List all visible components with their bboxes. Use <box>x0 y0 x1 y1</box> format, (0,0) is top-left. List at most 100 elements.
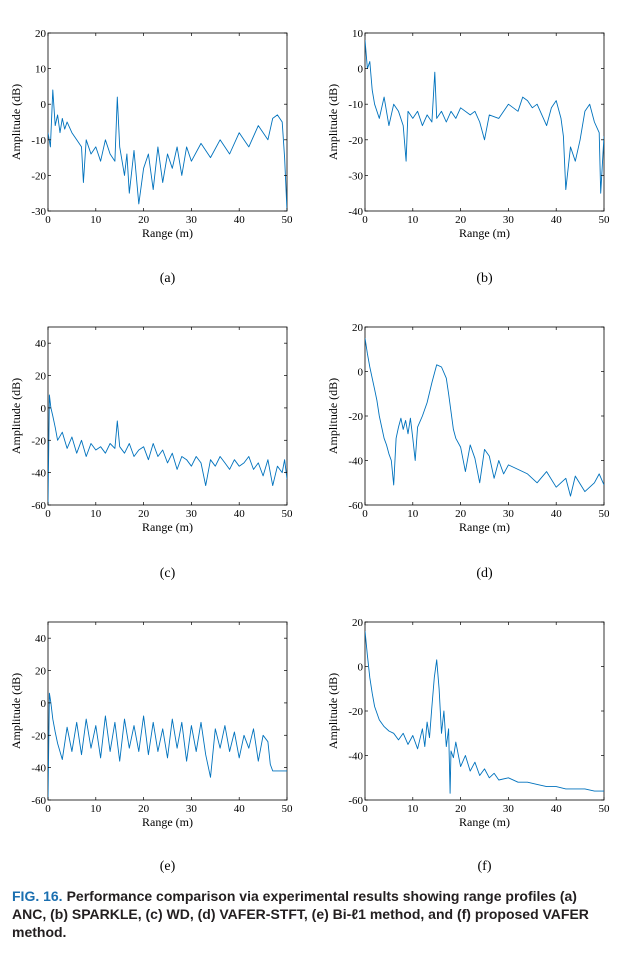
y-axis-label-c: Amplitude (dB) <box>9 378 23 454</box>
panel-label-c: (c) <box>160 566 176 581</box>
panel-label-e: (e) <box>160 859 176 874</box>
axes-frame-d <box>364 326 605 506</box>
x-tick-label-d-50: 50 <box>599 508 611 520</box>
x-tick-label-b-20: 20 <box>455 214 467 226</box>
y-tick-label-b-0: 0 <box>358 64 364 76</box>
x-axis-label-f: Range (m) <box>459 815 510 829</box>
y-tick-label-c--60: -60 <box>31 500 46 512</box>
y-axis-label-f: Amplitude (dB) <box>326 673 340 749</box>
y-tick-label-e-40: 40 <box>35 633 47 645</box>
y-tick-label-f-20: 20 <box>352 617 364 629</box>
x-tick-label-e-30: 30 <box>186 803 198 815</box>
figure-number: FIG. 16. <box>12 888 63 904</box>
y-tick-label-d--60: -60 <box>348 500 363 512</box>
x-axis-label-a: Range (m) <box>142 226 193 240</box>
y-tick-label-c-0: 0 <box>41 403 47 415</box>
x-tick-label-c-20: 20 <box>138 508 150 520</box>
y-tick-label-a-20: 20 <box>35 28 47 40</box>
series-line-d-0 <box>365 338 604 497</box>
y-tick-label-d--40: -40 <box>348 456 363 468</box>
axes-frame-b <box>364 32 605 212</box>
y-tick-label-a--20: -20 <box>31 170 46 182</box>
y-tick-label-a--30: -30 <box>31 206 46 218</box>
y-tick-label-c--20: -20 <box>31 435 46 447</box>
x-tick-label-b-0: 0 <box>362 214 368 226</box>
x-axis-label-c: Range (m) <box>142 520 193 534</box>
series-line-f-0 <box>365 630 604 794</box>
x-tick-label-e-40: 40 <box>234 803 246 815</box>
x-axis-label-e: Range (m) <box>142 815 193 829</box>
y-tick-label-e-0: 0 <box>41 698 47 710</box>
y-tick-label-e--20: -20 <box>31 730 46 742</box>
x-tick-label-a-20: 20 <box>138 214 150 226</box>
y-tick-label-b--20: -20 <box>348 135 363 147</box>
x-tick-label-b-50: 50 <box>599 214 611 226</box>
y-tick-label-b--30: -30 <box>348 170 363 182</box>
y-tick-label-c-40: 40 <box>35 338 47 350</box>
x-tick-label-f-50: 50 <box>599 803 611 815</box>
y-tick-label-f--60: -60 <box>348 795 363 807</box>
axes-frame-a <box>47 32 288 212</box>
axes-frame-f <box>364 621 605 801</box>
x-tick-label-f-0: 0 <box>362 803 368 815</box>
panel-label-d: (d) <box>476 566 493 581</box>
x-tick-label-d-20: 20 <box>455 508 467 520</box>
y-tick-label-e--40: -40 <box>31 763 46 775</box>
x-tick-label-e-0: 0 <box>45 803 51 815</box>
axes-frame-c <box>47 326 288 506</box>
panel-e: 0 10 20 30 40 50 -60 -40 -20 0 20 40 Range (m) Amplit… <box>9 621 294 874</box>
x-tick-label-e-50: 50 <box>282 803 294 815</box>
series-line-c-0 <box>48 394 287 505</box>
y-axis-label-e: Amplitude (dB) <box>9 673 23 749</box>
x-tick-label-c-0: 0 <box>45 508 51 520</box>
y-tick-label-e--60: -60 <box>31 795 46 807</box>
panel-label-f: (f) <box>478 859 492 874</box>
y-tick-label-d-20: 20 <box>352 322 364 334</box>
y-tick-label-e-20: 20 <box>35 666 47 678</box>
x-tick-label-e-10: 10 <box>90 803 102 815</box>
panel-label-b: (b) <box>476 271 493 286</box>
x-axis-label-d: Range (m) <box>459 520 510 534</box>
y-tick-label-d-0: 0 <box>358 367 364 379</box>
y-tick-label-f--20: -20 <box>348 706 363 718</box>
x-tick-label-c-50: 50 <box>282 508 294 520</box>
y-axis-label-d: Amplitude (dB) <box>326 378 340 454</box>
x-tick-label-a-40: 40 <box>234 214 246 226</box>
y-tick-label-b--40: -40 <box>348 206 363 218</box>
y-axis-label-a: Amplitude (dB) <box>9 84 23 160</box>
x-tick-label-b-10: 10 <box>407 214 419 226</box>
y-tick-label-a-0: 0 <box>41 99 47 111</box>
y-tick-label-f-0: 0 <box>358 662 364 674</box>
x-tick-label-b-40: 40 <box>551 214 563 226</box>
series-line-b-0 <box>365 40 604 194</box>
x-tick-label-a-0: 0 <box>45 214 51 226</box>
x-axis-label-b: Range (m) <box>459 226 510 240</box>
x-tick-label-f-40: 40 <box>551 803 563 815</box>
figure-caption: FIG. 16. Performance comparison via exper… <box>12 887 612 941</box>
x-tick-label-f-10: 10 <box>407 803 419 815</box>
y-tick-label-c-20: 20 <box>35 371 47 383</box>
panel-b: 0 10 20 30 40 50 -40 -30 -20 -10 0 10 Range (m) Ampli… <box>326 28 610 286</box>
x-tick-label-b-30: 30 <box>503 214 515 226</box>
x-tick-label-f-20: 20 <box>455 803 467 815</box>
x-tick-label-f-30: 30 <box>503 803 515 815</box>
caption-text: Performance comparison via experimental … <box>12 888 589 940</box>
x-tick-label-d-10: 10 <box>407 508 419 520</box>
y-tick-label-b-10: 10 <box>352 28 364 40</box>
panel-label-a: (a) <box>160 271 176 286</box>
y-tick-label-a--10: -10 <box>31 135 46 147</box>
x-tick-label-c-30: 30 <box>186 508 198 520</box>
x-tick-label-c-10: 10 <box>90 508 102 520</box>
y-tick-label-c--40: -40 <box>31 468 46 480</box>
x-tick-label-a-30: 30 <box>186 214 198 226</box>
x-tick-label-d-40: 40 <box>551 508 563 520</box>
series-line-e-0 <box>48 692 287 800</box>
y-axis-label-b: Amplitude (dB) <box>326 84 340 160</box>
x-tick-label-e-20: 20 <box>138 803 150 815</box>
panel-c: 0 10 20 30 40 50 -60 -40 -20 0 20 40 Range (m) Amplit… <box>9 326 294 581</box>
y-tick-label-b--10: -10 <box>348 99 363 111</box>
